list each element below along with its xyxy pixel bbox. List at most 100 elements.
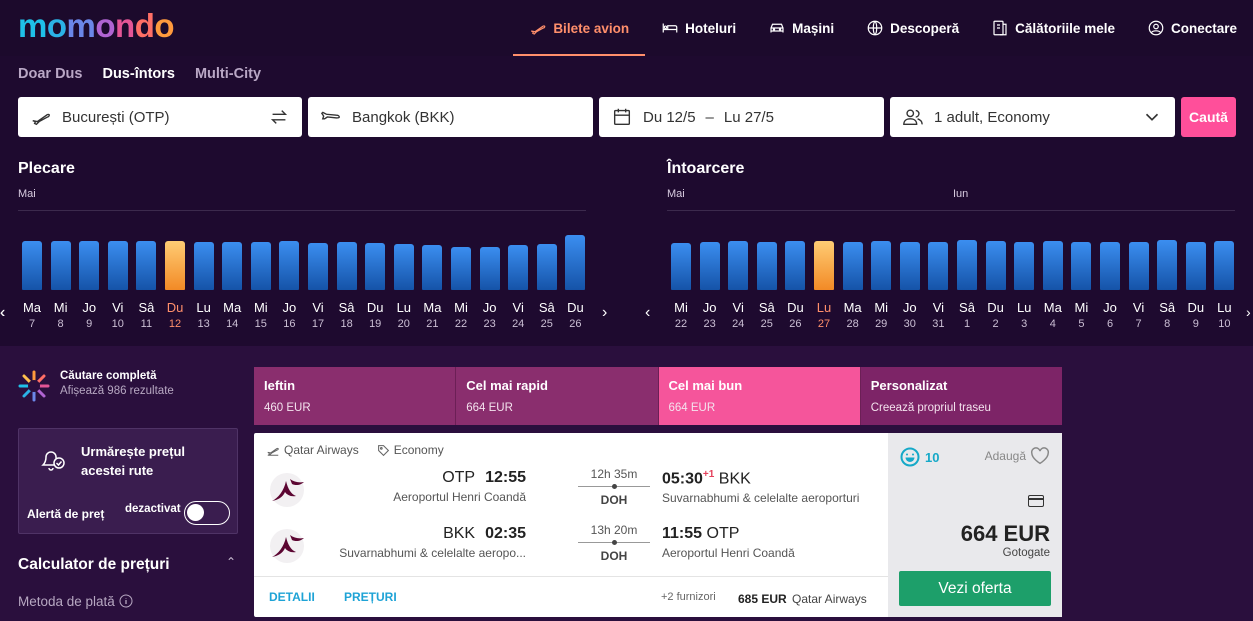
price-bar[interactable] xyxy=(107,241,128,290)
price-bar[interactable] xyxy=(871,241,892,290)
price-bar[interactable] xyxy=(814,241,834,290)
price-bar-slot[interactable] xyxy=(1012,234,1036,290)
price-bar-slot[interactable] xyxy=(478,234,502,290)
prev-dates-icon[interactable]: ‹ xyxy=(0,304,6,321)
price-bar-slot[interactable] xyxy=(163,234,187,290)
providers-count[interactable]: +2 furnizori xyxy=(661,591,716,603)
price-bar[interactable] xyxy=(842,242,863,290)
trip-tab[interactable]: Dus-întors xyxy=(102,66,175,82)
calendar-day[interactable]: Ma 4 xyxy=(1039,300,1067,330)
nav-globe[interactable]: Descoperă xyxy=(850,0,975,56)
price-bar-slot[interactable] xyxy=(77,234,101,290)
trip-tab[interactable]: Multi-City xyxy=(194,66,262,82)
price-bar[interactable] xyxy=(279,241,300,290)
calendar-day[interactable]: Lu 10 xyxy=(1210,300,1238,330)
price-bar-slot[interactable] xyxy=(535,234,559,290)
price-bar-slot[interactable] xyxy=(926,234,950,290)
prev-dates-icon[interactable]: ‹ xyxy=(645,304,651,321)
trip-tab[interactable]: Doar Dus xyxy=(18,66,83,82)
calendar-day[interactable]: Lu 3 xyxy=(1010,300,1038,330)
price-bar-slot[interactable] xyxy=(1127,234,1151,290)
add-favorite[interactable]: Adaugă xyxy=(985,447,1050,465)
calendar-day[interactable]: Ma 7 xyxy=(18,300,46,330)
price-bar-slot[interactable] xyxy=(420,234,444,290)
price-bar-slot[interactable] xyxy=(306,234,330,290)
price-bar[interactable] xyxy=(22,241,42,290)
price-bar[interactable] xyxy=(479,247,500,290)
price-bar[interactable] xyxy=(699,242,720,290)
price-bar-slot[interactable] xyxy=(984,234,1008,290)
price-bar[interactable] xyxy=(899,242,920,290)
price-bar[interactable] xyxy=(422,245,443,290)
price-bar-slot[interactable] xyxy=(1184,234,1208,290)
nav-plane[interactable]: Bilete avion xyxy=(513,0,645,56)
calendar-day[interactable]: Vi 17 xyxy=(304,300,332,330)
calendar-day[interactable]: Ma 21 xyxy=(418,300,446,330)
calendar-day[interactable]: Ma 14 xyxy=(218,300,246,330)
swap-icon[interactable] xyxy=(268,106,290,128)
price-bar-slot[interactable] xyxy=(506,234,530,290)
price-bar-slot[interactable] xyxy=(277,234,301,290)
price-bar-slot[interactable] xyxy=(755,234,779,290)
search-button[interactable]: Caută xyxy=(1181,97,1236,137)
calendar-day[interactable]: Du 12 xyxy=(161,300,189,330)
price-bar[interactable] xyxy=(222,242,243,290)
price-bar-slot[interactable] xyxy=(335,234,359,290)
calendar-day[interactable]: Vi 24 xyxy=(724,300,752,330)
calendar-day[interactable]: Du 26 xyxy=(781,300,809,330)
calendar-day[interactable]: Jo 9 xyxy=(75,300,103,330)
calendar-day[interactable]: Du 9 xyxy=(1182,300,1210,330)
alt-provider-price[interactable]: 685 EUR xyxy=(738,592,787,606)
price-bar-slot[interactable] xyxy=(449,234,473,290)
price-bar[interactable] xyxy=(928,242,949,290)
price-bar-slot[interactable] xyxy=(698,234,722,290)
price-bar[interactable] xyxy=(336,242,357,290)
flight-result-card[interactable]: Qatar Airways Economy OTP 12:55 Aeroportul… xyxy=(254,433,1062,617)
details-link[interactable]: DETALII xyxy=(269,590,315,604)
chevron-up-icon[interactable]: ⌃ xyxy=(226,555,237,569)
travellers-field[interactable]: 1 adult, Economy xyxy=(890,97,1175,137)
price-bar[interactable] xyxy=(985,241,1006,290)
calendar-day[interactable]: Du 19 xyxy=(361,300,389,330)
calendar-day[interactable]: Mi 22 xyxy=(667,300,695,330)
calendar-day[interactable]: Jo 30 xyxy=(896,300,924,330)
date-field[interactable]: Du 12/5 – Lu 27/5 xyxy=(599,97,884,137)
price-bar[interactable] xyxy=(1014,242,1035,290)
price-bar-slot[interactable] xyxy=(106,234,130,290)
price-bar[interactable] xyxy=(1100,242,1120,290)
price-bar-slot[interactable] xyxy=(783,234,807,290)
calendar-day[interactable]: Sâ 1 xyxy=(953,300,981,330)
price-bar[interactable] xyxy=(1214,241,1235,290)
price-calculator-title[interactable]: Calculator de prețuri xyxy=(18,556,170,573)
nav-trips[interactable]: Călătoriile mele xyxy=(975,0,1131,56)
calendar-day[interactable]: Jo 23 xyxy=(696,300,724,330)
price-bar-slot[interactable] xyxy=(1098,234,1122,290)
calendar-day[interactable]: Du 2 xyxy=(982,300,1010,330)
calendar-day[interactable]: Vi 31 xyxy=(924,300,952,330)
view-offer-button[interactable]: Vezi oferta xyxy=(899,571,1051,606)
price-bar-slot[interactable] xyxy=(363,234,387,290)
price-bar[interactable] xyxy=(508,245,529,290)
price-bar-slot[interactable] xyxy=(1069,234,1093,290)
calendar-day[interactable]: Lu 27 xyxy=(810,300,838,330)
price-bar[interactable] xyxy=(50,241,71,290)
calendar-day[interactable]: Vi 24 xyxy=(504,300,532,330)
calendar-day[interactable]: Mi 22 xyxy=(447,300,475,330)
price-bar-slot[interactable] xyxy=(841,234,865,290)
price-bar[interactable] xyxy=(79,241,100,290)
calendar-day[interactable]: Vi 7 xyxy=(1125,300,1153,330)
origin-field[interactable]: București (OTP) xyxy=(18,97,302,137)
price-bar-slot[interactable] xyxy=(955,234,979,290)
price-bar[interactable] xyxy=(393,244,414,290)
price-bar[interactable] xyxy=(165,241,185,290)
price-bar[interactable] xyxy=(536,244,557,290)
price-bar-slot[interactable] xyxy=(392,234,416,290)
price-bar-slot[interactable] xyxy=(1155,234,1179,290)
next-dates-icon[interactable]: › xyxy=(602,304,608,321)
price-bar-slot[interactable] xyxy=(1212,234,1236,290)
price-bar-slot[interactable] xyxy=(669,234,693,290)
nav-user[interactable]: Conectare xyxy=(1131,0,1253,56)
price-bar[interactable] xyxy=(365,243,386,290)
alt-provider-name[interactable]: Qatar Airways xyxy=(792,592,867,606)
destination-field[interactable]: Bangkok (BKK) xyxy=(308,97,593,137)
